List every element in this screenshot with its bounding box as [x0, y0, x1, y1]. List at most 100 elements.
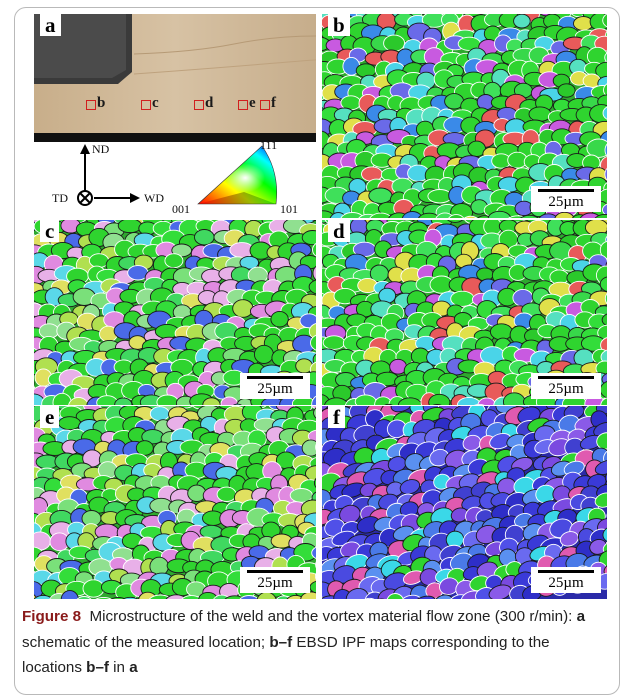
- grain: [311, 395, 316, 405]
- grain: [602, 539, 607, 555]
- grain: [305, 465, 316, 482]
- grain: [600, 349, 607, 365]
- grain: [399, 479, 421, 495]
- grain: [213, 594, 231, 599]
- grain: [447, 220, 464, 223]
- location-label-b: b: [97, 95, 106, 111]
- axis-label-wd: WD: [144, 191, 164, 205]
- caption-text-4: in: [108, 659, 130, 676]
- grain: [604, 167, 607, 181]
- grain: [270, 310, 289, 328]
- grain: [198, 591, 218, 599]
- grain: [314, 572, 316, 580]
- grain: [312, 265, 316, 281]
- grain: [601, 313, 607, 327]
- grain: [164, 253, 184, 269]
- location-label-c: c: [152, 95, 159, 111]
- grain: [313, 407, 316, 419]
- panel-e-scale-bar: 25µm: [240, 567, 310, 593]
- panel-c-scale-bar: 25µm: [240, 373, 310, 399]
- grain: [513, 14, 531, 29]
- panel-b-label: b: [328, 14, 350, 36]
- grain: [135, 440, 154, 456]
- panel-a-weld-macrograph: a b c d e f: [34, 14, 316, 142]
- grain: [412, 595, 436, 599]
- grain: [432, 404, 442, 405]
- figure-number: Figure 8: [22, 608, 82, 625]
- panel-d-ebsd-map: d 25µm: [322, 220, 607, 405]
- grain: [384, 403, 393, 405]
- panel-f-scale-bar: 25µm: [531, 567, 601, 593]
- grain: [595, 61, 607, 80]
- panel-b-scale-text: 25µm: [548, 194, 584, 210]
- grain: [599, 276, 607, 292]
- grain: [390, 406, 413, 413]
- caption-ref-bf-2: b–f: [86, 659, 109, 676]
- grain: [311, 546, 316, 559]
- grain: [345, 588, 369, 599]
- grain: [34, 594, 53, 599]
- grain: [354, 394, 377, 405]
- grain: [149, 594, 172, 599]
- panel-b-ebsd-map: b 25µm: [322, 14, 607, 218]
- grain: [586, 138, 607, 158]
- location-label-f: f: [271, 95, 276, 111]
- grain: [604, 469, 607, 485]
- panel-c-label: c: [40, 220, 60, 242]
- grain: [418, 212, 441, 218]
- location-marker-c: [141, 100, 151, 110]
- grain: [600, 397, 607, 405]
- grain: [358, 597, 379, 599]
- location-marker-f: [260, 100, 270, 110]
- grain: [322, 406, 331, 413]
- grain: [489, 323, 513, 341]
- grain: [301, 439, 316, 457]
- grain: [309, 580, 316, 594]
- grain: [232, 403, 243, 405]
- caption-text-1: Microstructure of the weld and the vorte…: [89, 608, 577, 625]
- grain: [276, 595, 291, 599]
- ipf-key-label-001: 001: [172, 202, 190, 216]
- panel-c-grain-map: [34, 220, 316, 405]
- grain: [310, 334, 316, 351]
- grain: [398, 594, 423, 599]
- panel-f-grain-map: [322, 406, 607, 599]
- panel-d-scale-bar: 25µm: [531, 373, 601, 399]
- grain: [448, 214, 465, 218]
- caption-ref-a-2: a: [129, 659, 138, 676]
- grain: [156, 394, 179, 405]
- panel-e-label: e: [40, 406, 60, 428]
- grain: [149, 406, 170, 422]
- grain: [232, 299, 254, 318]
- caption-text-3: EBSD IPF maps corresponding to the locat…: [22, 633, 550, 677]
- ipf-color-key-icon: [197, 145, 277, 205]
- axis-label-nd: ND: [92, 142, 110, 156]
- grain: [76, 596, 92, 599]
- panel-f-ebsd-map: f 25µm: [322, 406, 607, 599]
- grain: [58, 416, 81, 431]
- grain: [117, 220, 143, 234]
- grain: [602, 203, 607, 216]
- grain: [595, 406, 607, 415]
- grain: [602, 106, 607, 120]
- grain: [110, 596, 127, 599]
- grain: [312, 242, 316, 257]
- location-label-e: e: [249, 95, 256, 111]
- panel-e-scale-text: 25µm: [257, 575, 293, 591]
- grain: [308, 323, 316, 340]
- grain: [554, 211, 575, 218]
- grain: [202, 397, 221, 405]
- grain: [427, 189, 453, 204]
- panel-d-scale-text: 25µm: [548, 381, 584, 397]
- grain: [239, 595, 259, 599]
- grain: [463, 215, 478, 218]
- grain: [597, 324, 607, 341]
- grain: [428, 393, 451, 405]
- grain: [596, 432, 607, 450]
- grain: [604, 52, 607, 63]
- grain: [114, 397, 133, 405]
- panel-f-label: f: [328, 406, 345, 428]
- grain: [599, 241, 607, 259]
- grain: [340, 212, 365, 218]
- grain: [307, 429, 316, 443]
